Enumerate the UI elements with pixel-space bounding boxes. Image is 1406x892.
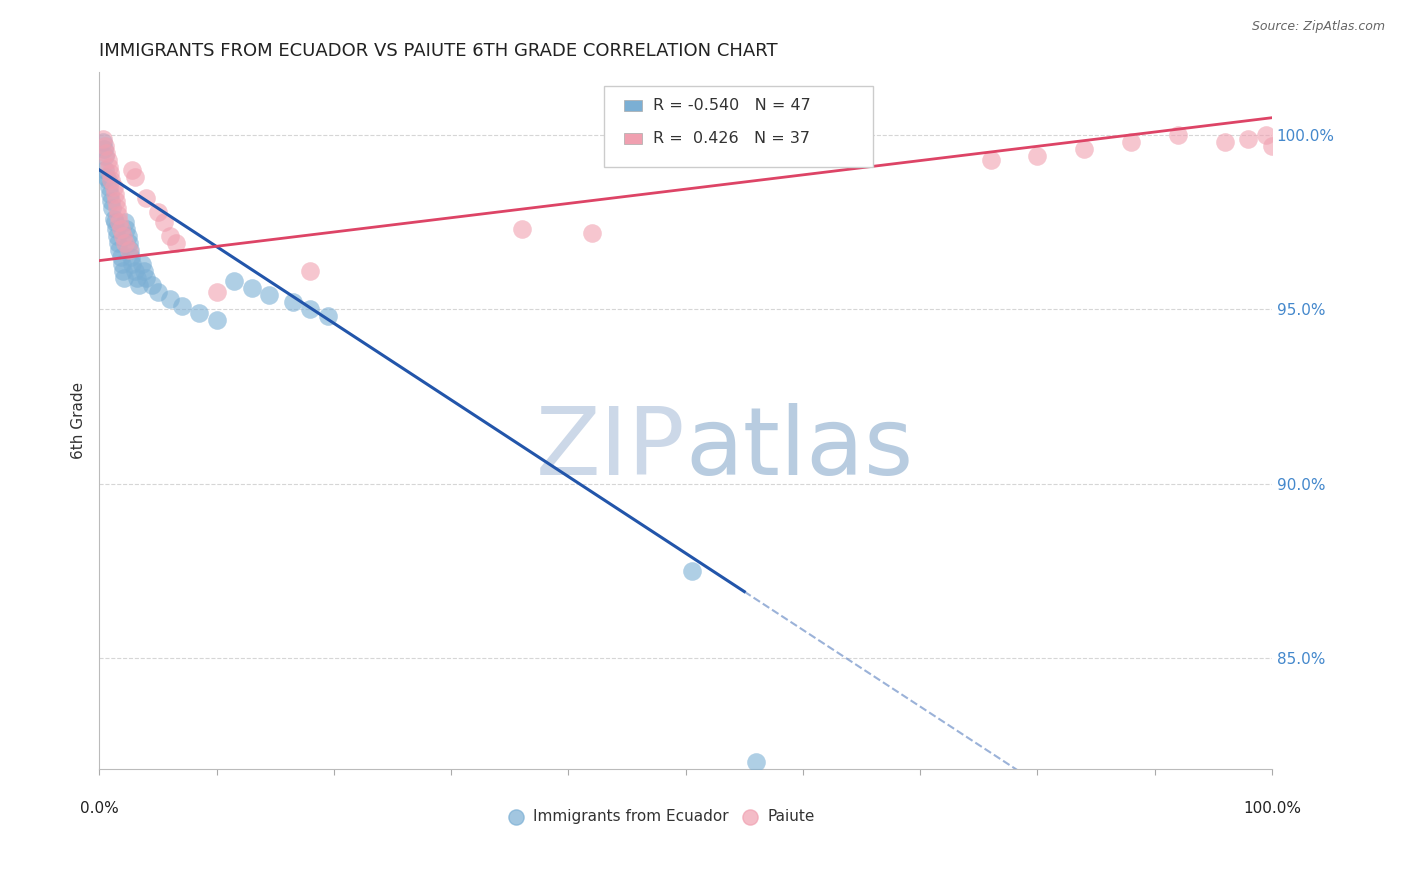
- Point: [97, 160, 120, 174]
- Point: [135, 271, 157, 285]
- Point: [979, 153, 1001, 167]
- Point: [121, 163, 143, 178]
- Point: [111, 264, 134, 278]
- Point: [299, 302, 322, 317]
- Text: R =  0.426   N = 37: R = 0.426 N = 37: [652, 131, 810, 146]
- Point: [316, 310, 339, 324]
- Point: [100, 173, 122, 187]
- Point: [224, 275, 246, 289]
- Point: [104, 215, 127, 229]
- Point: [1121, 135, 1143, 149]
- Point: [1261, 138, 1284, 153]
- Point: [98, 166, 121, 180]
- Point: [120, 250, 142, 264]
- Point: [105, 229, 128, 244]
- Point: [1026, 149, 1049, 163]
- Point: [745, 756, 768, 770]
- Text: ZIP: ZIP: [536, 402, 686, 495]
- Text: Immigrants from Ecuador: Immigrants from Ecuador: [533, 809, 728, 824]
- Point: [112, 271, 135, 285]
- Text: R = -0.540   N = 47: R = -0.540 N = 47: [652, 98, 811, 112]
- Point: [240, 281, 263, 295]
- Point: [107, 236, 129, 251]
- Point: [91, 131, 114, 145]
- Point: [114, 236, 136, 251]
- Text: atlas: atlas: [686, 402, 914, 495]
- Point: [205, 313, 228, 327]
- Point: [681, 564, 703, 578]
- Point: [124, 264, 146, 278]
- Point: [104, 222, 127, 236]
- Point: [91, 135, 114, 149]
- Point: [124, 169, 146, 184]
- Point: [125, 271, 148, 285]
- Point: [128, 277, 150, 292]
- Y-axis label: 6th Grade: 6th Grade: [72, 383, 86, 459]
- Point: [118, 243, 141, 257]
- Text: 100.0%: 100.0%: [1243, 801, 1301, 815]
- Point: [110, 222, 132, 236]
- Point: [97, 173, 120, 187]
- Point: [110, 250, 132, 264]
- Point: [510, 222, 533, 236]
- Point: [153, 215, 176, 229]
- Text: IMMIGRANTS FROM ECUADOR VS PAIUTE 6TH GRADE CORRELATION CHART: IMMIGRANTS FROM ECUADOR VS PAIUTE 6TH GR…: [100, 42, 778, 60]
- FancyBboxPatch shape: [603, 87, 873, 167]
- Point: [108, 215, 131, 229]
- Point: [94, 138, 117, 153]
- Point: [108, 243, 131, 257]
- Point: [93, 142, 115, 156]
- Point: [1254, 128, 1277, 143]
- Point: [131, 257, 153, 271]
- Point: [97, 153, 120, 167]
- Point: [98, 187, 121, 202]
- Point: [107, 208, 129, 222]
- Point: [159, 229, 181, 244]
- Point: [146, 285, 169, 299]
- Point: [205, 285, 228, 299]
- Point: [165, 236, 187, 251]
- Point: [117, 229, 139, 244]
- Point: [146, 204, 169, 219]
- Point: [1213, 135, 1236, 149]
- Point: [259, 288, 281, 302]
- Point: [115, 222, 138, 236]
- Point: [94, 149, 117, 163]
- Point: [118, 243, 141, 257]
- Point: [103, 211, 125, 226]
- Point: [104, 194, 127, 209]
- Point: [111, 257, 134, 271]
- Point: [94, 163, 117, 178]
- Point: [299, 264, 322, 278]
- Point: [111, 229, 134, 244]
- Point: [170, 299, 193, 313]
- Bar: [623, 133, 643, 145]
- Point: [97, 180, 120, 194]
- Point: [159, 292, 181, 306]
- Point: [188, 306, 211, 320]
- Point: [96, 145, 118, 160]
- Point: [96, 169, 118, 184]
- Point: [135, 191, 157, 205]
- Point: [105, 202, 128, 216]
- Point: [1073, 142, 1095, 156]
- Point: [121, 257, 143, 271]
- Bar: [623, 100, 643, 111]
- Text: 0.0%: 0.0%: [80, 801, 120, 815]
- Point: [1167, 128, 1189, 143]
- Point: [118, 236, 141, 251]
- Point: [581, 226, 603, 240]
- Point: [281, 295, 304, 310]
- Point: [101, 202, 124, 216]
- Point: [1237, 131, 1260, 145]
- Text: Paiute: Paiute: [768, 809, 815, 824]
- Point: [114, 215, 136, 229]
- Point: [132, 264, 155, 278]
- Point: [104, 187, 127, 202]
- Point: [103, 180, 125, 194]
- Point: [141, 277, 163, 292]
- Point: [100, 194, 122, 209]
- Text: Source: ZipAtlas.com: Source: ZipAtlas.com: [1251, 20, 1385, 33]
